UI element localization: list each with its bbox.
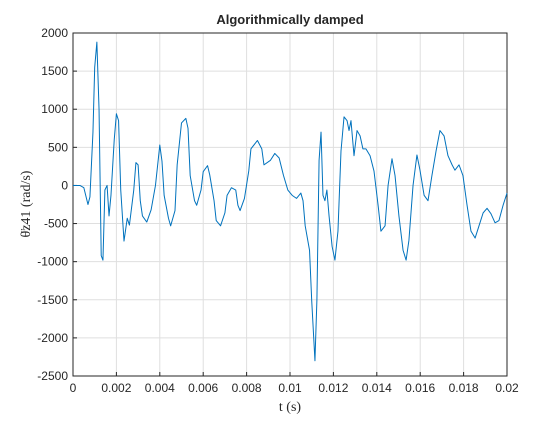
chart-title: Algorithmically damped xyxy=(216,12,363,27)
y-tick-label: -2000 xyxy=(37,331,68,345)
x-tick-label: 0.008 xyxy=(232,381,262,395)
x-tick-label: 0.012 xyxy=(318,381,348,395)
y-tick-label: 500 xyxy=(48,140,68,154)
x-tick-label: 0.014 xyxy=(362,381,392,395)
x-tick-label: 0.002 xyxy=(101,381,131,395)
y-tick-label: 2000 xyxy=(41,26,68,40)
y-tick-label: -1500 xyxy=(37,293,68,307)
x-tick-label: 0.01 xyxy=(278,381,302,395)
x-tick-label: 0.004 xyxy=(145,381,175,395)
y-tick-label: 1500 xyxy=(41,64,68,78)
y-tick-label: -500 xyxy=(44,217,68,231)
x-tick-label: 0 xyxy=(70,381,77,395)
x-tick-label: 0.016 xyxy=(405,381,435,395)
y-tick-label: -1000 xyxy=(37,255,68,269)
x-tick-label: 0.02 xyxy=(495,381,519,395)
y-tick-label: 1000 xyxy=(41,102,68,116)
x-axis-label: t (s) xyxy=(279,400,302,415)
data-line xyxy=(73,41,508,362)
axes-box xyxy=(72,32,508,377)
y-tick-label: 0 xyxy=(61,178,68,192)
y-tick-label: -2500 xyxy=(37,369,68,383)
x-tick-label: 0.006 xyxy=(188,381,218,395)
y-axis-label: θ̈z41 (rad/s) xyxy=(19,170,34,237)
x-tick-label: 0.018 xyxy=(449,381,479,395)
